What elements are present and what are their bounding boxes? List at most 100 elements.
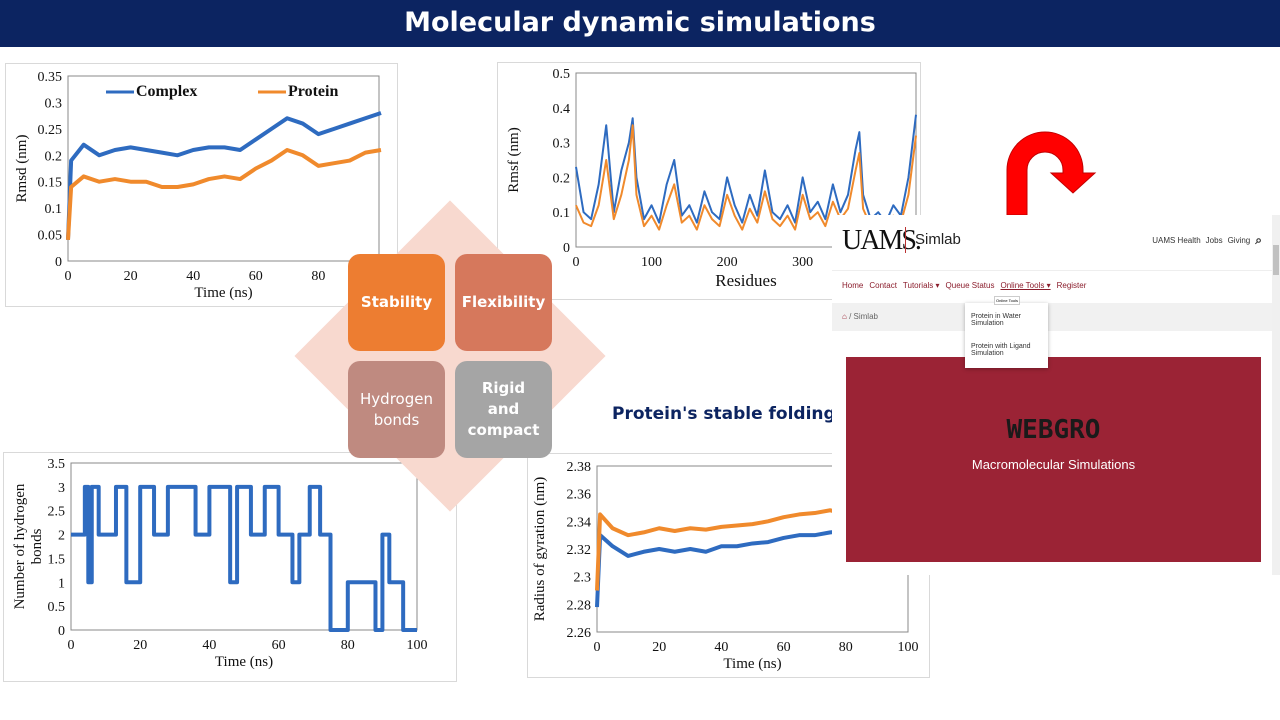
- y-tick-label: 0.25: [38, 123, 63, 138]
- x-tick-label: 20: [133, 638, 147, 653]
- x-tick-label: 100: [407, 638, 428, 653]
- x-tick-label: 0: [65, 269, 72, 284]
- y-tick-label: 2.36: [567, 488, 592, 503]
- x-tick-label: 40: [202, 638, 216, 653]
- y-tick-label: 0.5: [48, 600, 66, 615]
- site-name[interactable]: Simlab: [915, 231, 961, 248]
- x-tick-label: 80: [839, 640, 853, 655]
- y-tick-label: 2.38: [567, 460, 592, 475]
- y-tick-label: 2.3: [574, 571, 592, 586]
- nav-queue-status[interactable]: Queue Status: [945, 281, 995, 290]
- y-tick-label: 0.35: [38, 70, 63, 85]
- nav-online-tools[interactable]: Online Tools ▾: [1000, 281, 1051, 290]
- plot-area: [67, 75, 380, 262]
- link-jobs[interactable]: Jobs: [1205, 236, 1223, 245]
- x-tick-label: 0: [573, 255, 580, 270]
- banner-subtitle: Macromolecular Simulations: [971, 457, 1136, 472]
- y-tick-label: 0: [58, 624, 65, 639]
- u-turn-arrow-icon: [1006, 131, 1097, 216]
- y-tick-label: 0.1: [45, 202, 63, 217]
- tile-label: Stability: [360, 293, 433, 311]
- y-tick-label: 0.2: [553, 171, 571, 186]
- y-axis-label: Rmsd (nm): [14, 135, 30, 203]
- plot-area: [575, 72, 917, 248]
- tile-label: Hydrogen bonds: [360, 389, 433, 429]
- rmsf-chart: 00.10.20.30.40.50100200300400ResiduesRms…: [497, 62, 921, 300]
- banner-title: WEBGRO: [1006, 415, 1101, 445]
- y-tick-label: 1.5: [48, 552, 66, 567]
- x-tick-label: 60: [249, 269, 263, 284]
- tile-label: Flexibility: [461, 293, 546, 311]
- x-tick-label: 100: [641, 255, 662, 270]
- series-line-1: [575, 124, 917, 231]
- divider: [905, 227, 906, 253]
- series-line-0: [71, 484, 417, 632]
- uams-logo[interactable]: UAMS.: [842, 225, 922, 256]
- y-tick-label: 0: [55, 255, 62, 270]
- x-tick-label: 0: [68, 638, 75, 653]
- top-links: UAMS Health Jobs Giving ⌕: [1152, 233, 1262, 248]
- search-icon[interactable]: ⌕: [1255, 233, 1262, 247]
- y-tick-label: 0.05: [38, 229, 63, 244]
- x-tick-label: 300: [792, 255, 813, 270]
- legend-label: Protein: [288, 83, 338, 100]
- x-axis-label: Residues: [715, 271, 776, 290]
- y-tick-label: 3.5: [48, 457, 66, 472]
- link-uams-health[interactable]: UAMS Health: [1152, 236, 1201, 245]
- x-tick-label: 40: [714, 640, 728, 655]
- tooltip: Online Tools: [994, 296, 1020, 305]
- menu-item-protein-ligand[interactable]: Protein with Ligand Simulation: [971, 343, 1031, 357]
- y-tick-label: 0: [563, 241, 570, 256]
- y-tick-label: 0.5: [553, 67, 571, 82]
- y-tick-label: 2.26: [567, 626, 592, 641]
- scrollbar[interactable]: [1272, 215, 1280, 575]
- x-axis-label: Time (ns): [723, 656, 781, 672]
- breadcrumb: ⌂ / Simlab: [832, 303, 1272, 331]
- series-line-0: [575, 114, 917, 224]
- nav-home[interactable]: Home: [842, 281, 864, 290]
- hbond-chart: 0 0.5 1 1.5 2 2.5 3 3.5 0 20 40 60 80 100 Time (ns) Num…: [3, 452, 457, 682]
- online-tools-menu: Protein in Water Simulation Protein with…: [965, 303, 1048, 368]
- y-tick-label: 3: [58, 481, 65, 496]
- x-tick-label: 60: [272, 638, 286, 653]
- tile-hydrogen-bonds: Hydrogen bonds: [348, 361, 445, 458]
- webgro-screenshot: UAMS. Simlab UAMS Health Jobs Giving ⌕ H…: [832, 215, 1280, 575]
- y-tick-label: 0.1: [553, 206, 571, 221]
- x-tick-label: 100: [898, 640, 919, 655]
- home-icon[interactable]: ⌂: [842, 312, 847, 321]
- legend-label: Complex: [136, 83, 197, 100]
- x-tick-label: 0: [594, 640, 601, 655]
- y-axis-label: Rmsf (nm): [506, 127, 522, 192]
- y-tick-label: 2.28: [567, 598, 592, 613]
- x-tick-label: 60: [777, 640, 791, 655]
- nav-bar: Home Contact Tutorials ▾ Queue Status On…: [832, 270, 1272, 300]
- x-axis-label: Time (ns): [194, 285, 252, 301]
- y-tick-label: 0.4: [553, 102, 571, 117]
- x-tick-label: 20: [124, 269, 138, 284]
- y-tick-label: 0.2: [45, 149, 63, 164]
- tile-rigid-compact: Rigid and compact: [455, 361, 552, 458]
- y-axis-label: Number of hydrogenbonds: [12, 483, 45, 609]
- link-giving[interactable]: Giving: [1227, 236, 1251, 245]
- y-tick-label: 2: [58, 529, 65, 544]
- nav-tutorials[interactable]: Tutorials ▾: [902, 281, 940, 290]
- x-axis-label: Time (ns): [215, 654, 273, 670]
- plot-area: [70, 462, 418, 631]
- y-tick-label: 0.15: [38, 176, 63, 191]
- tile-flexibility: Flexibility: [455, 254, 552, 351]
- webgro-banner: WEBGRO Macromolecular Simulations: [846, 357, 1261, 562]
- x-tick-label: 40: [186, 269, 200, 284]
- folding-caption: Protein's stable folding: [612, 404, 836, 424]
- y-tick-label: 2.32: [567, 543, 592, 558]
- y-tick-label: 2.5: [48, 505, 66, 520]
- y-tick-label: 2.34: [567, 515, 592, 530]
- menu-item-protein-water[interactable]: Protein in Water Simulation: [971, 313, 1021, 327]
- nav-contact[interactable]: Contact: [869, 281, 897, 290]
- x-tick-label: 80: [311, 269, 325, 284]
- x-tick-label: 80: [341, 638, 355, 653]
- x-tick-label: 200: [717, 255, 738, 270]
- y-axis-label: Radius of gyration (nm): [532, 477, 548, 622]
- nav-register[interactable]: Register: [1056, 281, 1087, 290]
- y-tick-label: 1: [58, 576, 65, 591]
- x-tick-label: 20: [652, 640, 666, 655]
